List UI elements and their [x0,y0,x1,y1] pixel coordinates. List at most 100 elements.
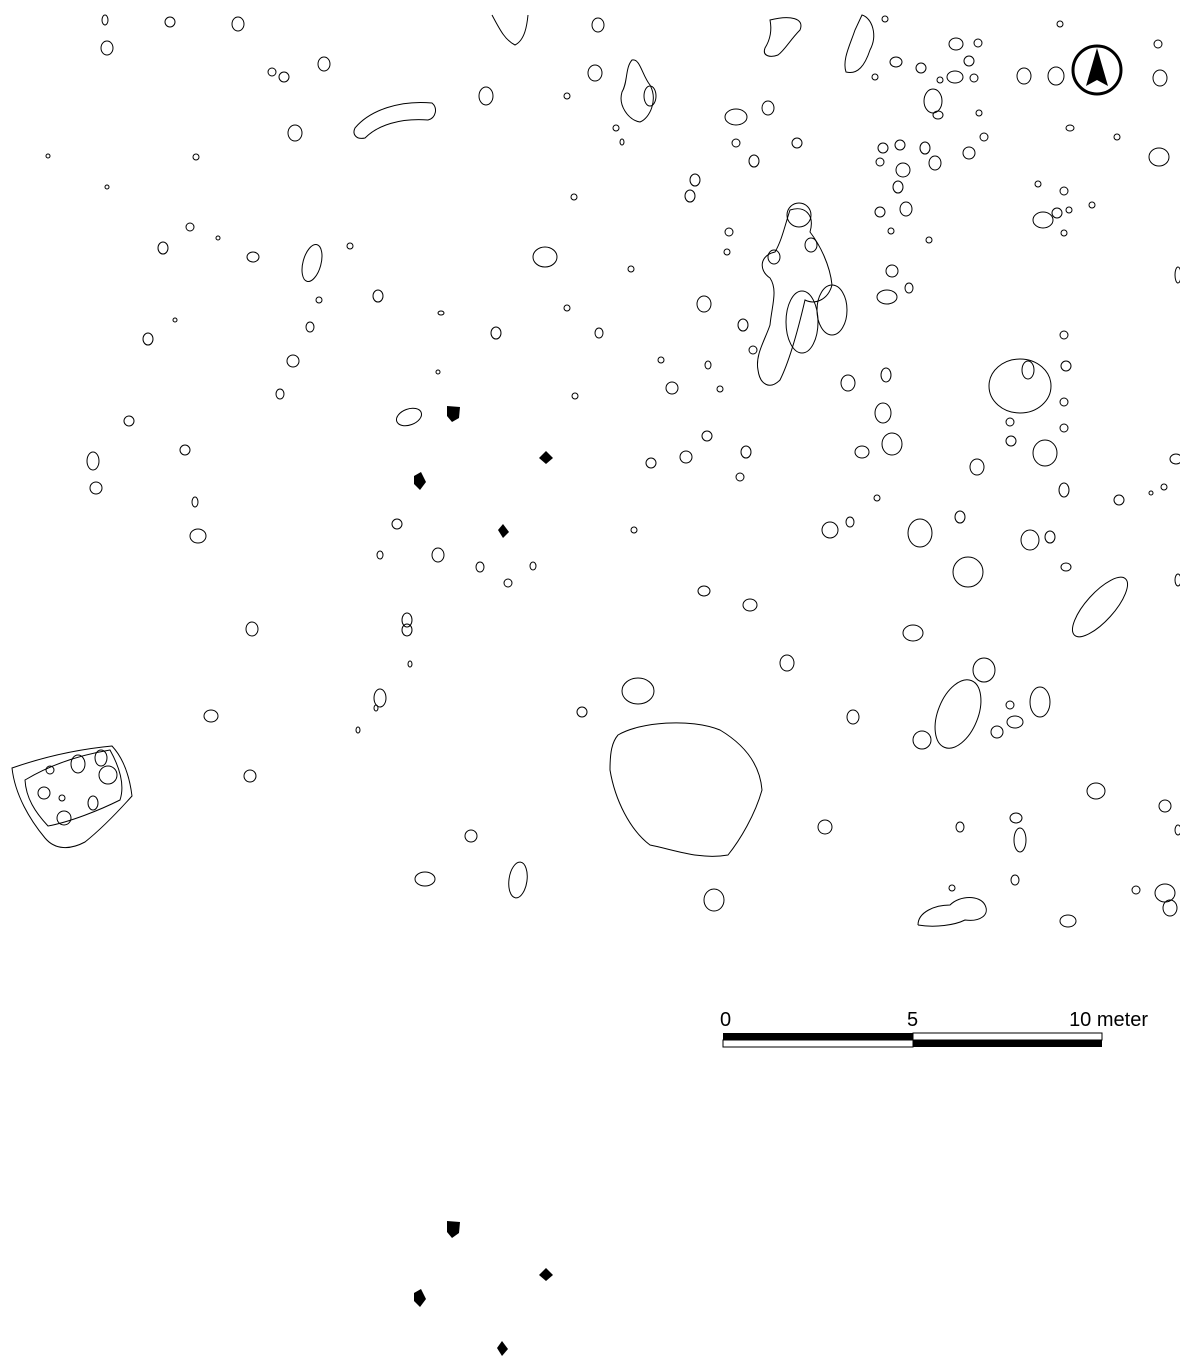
feature [1059,186,1069,196]
feature [962,146,976,160]
feature [946,70,964,84]
feature [917,897,987,927]
feature [988,358,1052,414]
feature [1065,124,1075,132]
feature [89,481,103,495]
feature [679,450,693,464]
feature [1152,69,1168,87]
scale-segment [722,1039,914,1048]
feature [508,861,528,899]
feature [1174,266,1180,284]
feature [887,227,895,235]
feature [1060,229,1068,237]
feature [287,124,303,142]
feature [315,296,323,304]
feature [907,518,933,548]
feature-cluster [24,749,123,827]
feature [881,15,889,23]
feature [372,289,384,303]
feature [880,367,892,383]
features [11,14,1180,928]
feature [969,73,979,83]
feature [317,56,331,72]
feature [1113,494,1125,506]
feature [185,222,195,232]
feature [1016,67,1032,85]
feature [657,356,665,364]
feature [1148,147,1170,167]
feature [594,327,604,339]
feature [56,810,72,826]
scale-segment [913,1040,1102,1047]
feature [395,407,423,427]
feature [1059,914,1077,928]
feature [724,108,748,126]
scale-label: 5 [907,1009,918,1031]
feature [627,265,635,273]
feature [435,369,441,375]
feature [740,445,752,459]
feature [871,73,879,81]
feature [902,624,924,642]
feature [179,444,191,456]
feature [1059,423,1069,433]
feature [1021,360,1035,380]
feature [529,561,537,571]
feature [45,765,55,775]
feature [431,547,445,563]
feature [742,598,758,612]
feature [1005,417,1015,427]
feature [804,237,818,253]
feature [724,227,734,237]
feature [621,677,655,705]
feature [100,40,114,56]
feature [936,76,944,84]
feature [532,246,558,268]
feature [1065,206,1073,214]
feature [1009,812,1023,824]
feature [275,388,285,400]
feature [876,289,898,305]
post-hole [497,1341,508,1356]
post-hole [539,1268,553,1281]
feature [923,88,943,114]
feature [889,56,903,68]
feature [1010,874,1020,886]
feature [1047,66,1065,86]
feature [948,884,956,892]
feature [1169,453,1180,465]
feature [703,888,725,912]
feature [912,730,932,750]
feature [875,157,885,167]
feature [286,354,300,368]
feature [278,71,290,83]
feature [301,244,323,282]
filled-features [414,406,553,1356]
feature [123,415,135,427]
feature [373,688,387,708]
feature [877,142,889,154]
feature [990,725,1004,739]
feature [885,264,899,278]
feature [665,381,679,395]
feature [571,392,579,400]
feature [904,282,914,294]
feature [587,64,603,82]
feature [881,432,903,456]
scale-bar: 0 5 10 meter [720,1009,1148,1048]
feature [899,201,913,217]
feature [1056,20,1064,28]
feature [1005,435,1017,447]
feature [373,704,379,712]
feature [1044,530,1056,544]
feature [954,510,966,524]
feature [1154,883,1176,903]
feature [570,193,578,201]
feature [645,457,657,469]
feature [894,139,906,151]
feature [70,754,86,774]
feature [643,85,657,107]
feature [1029,686,1051,718]
feature [748,345,758,355]
